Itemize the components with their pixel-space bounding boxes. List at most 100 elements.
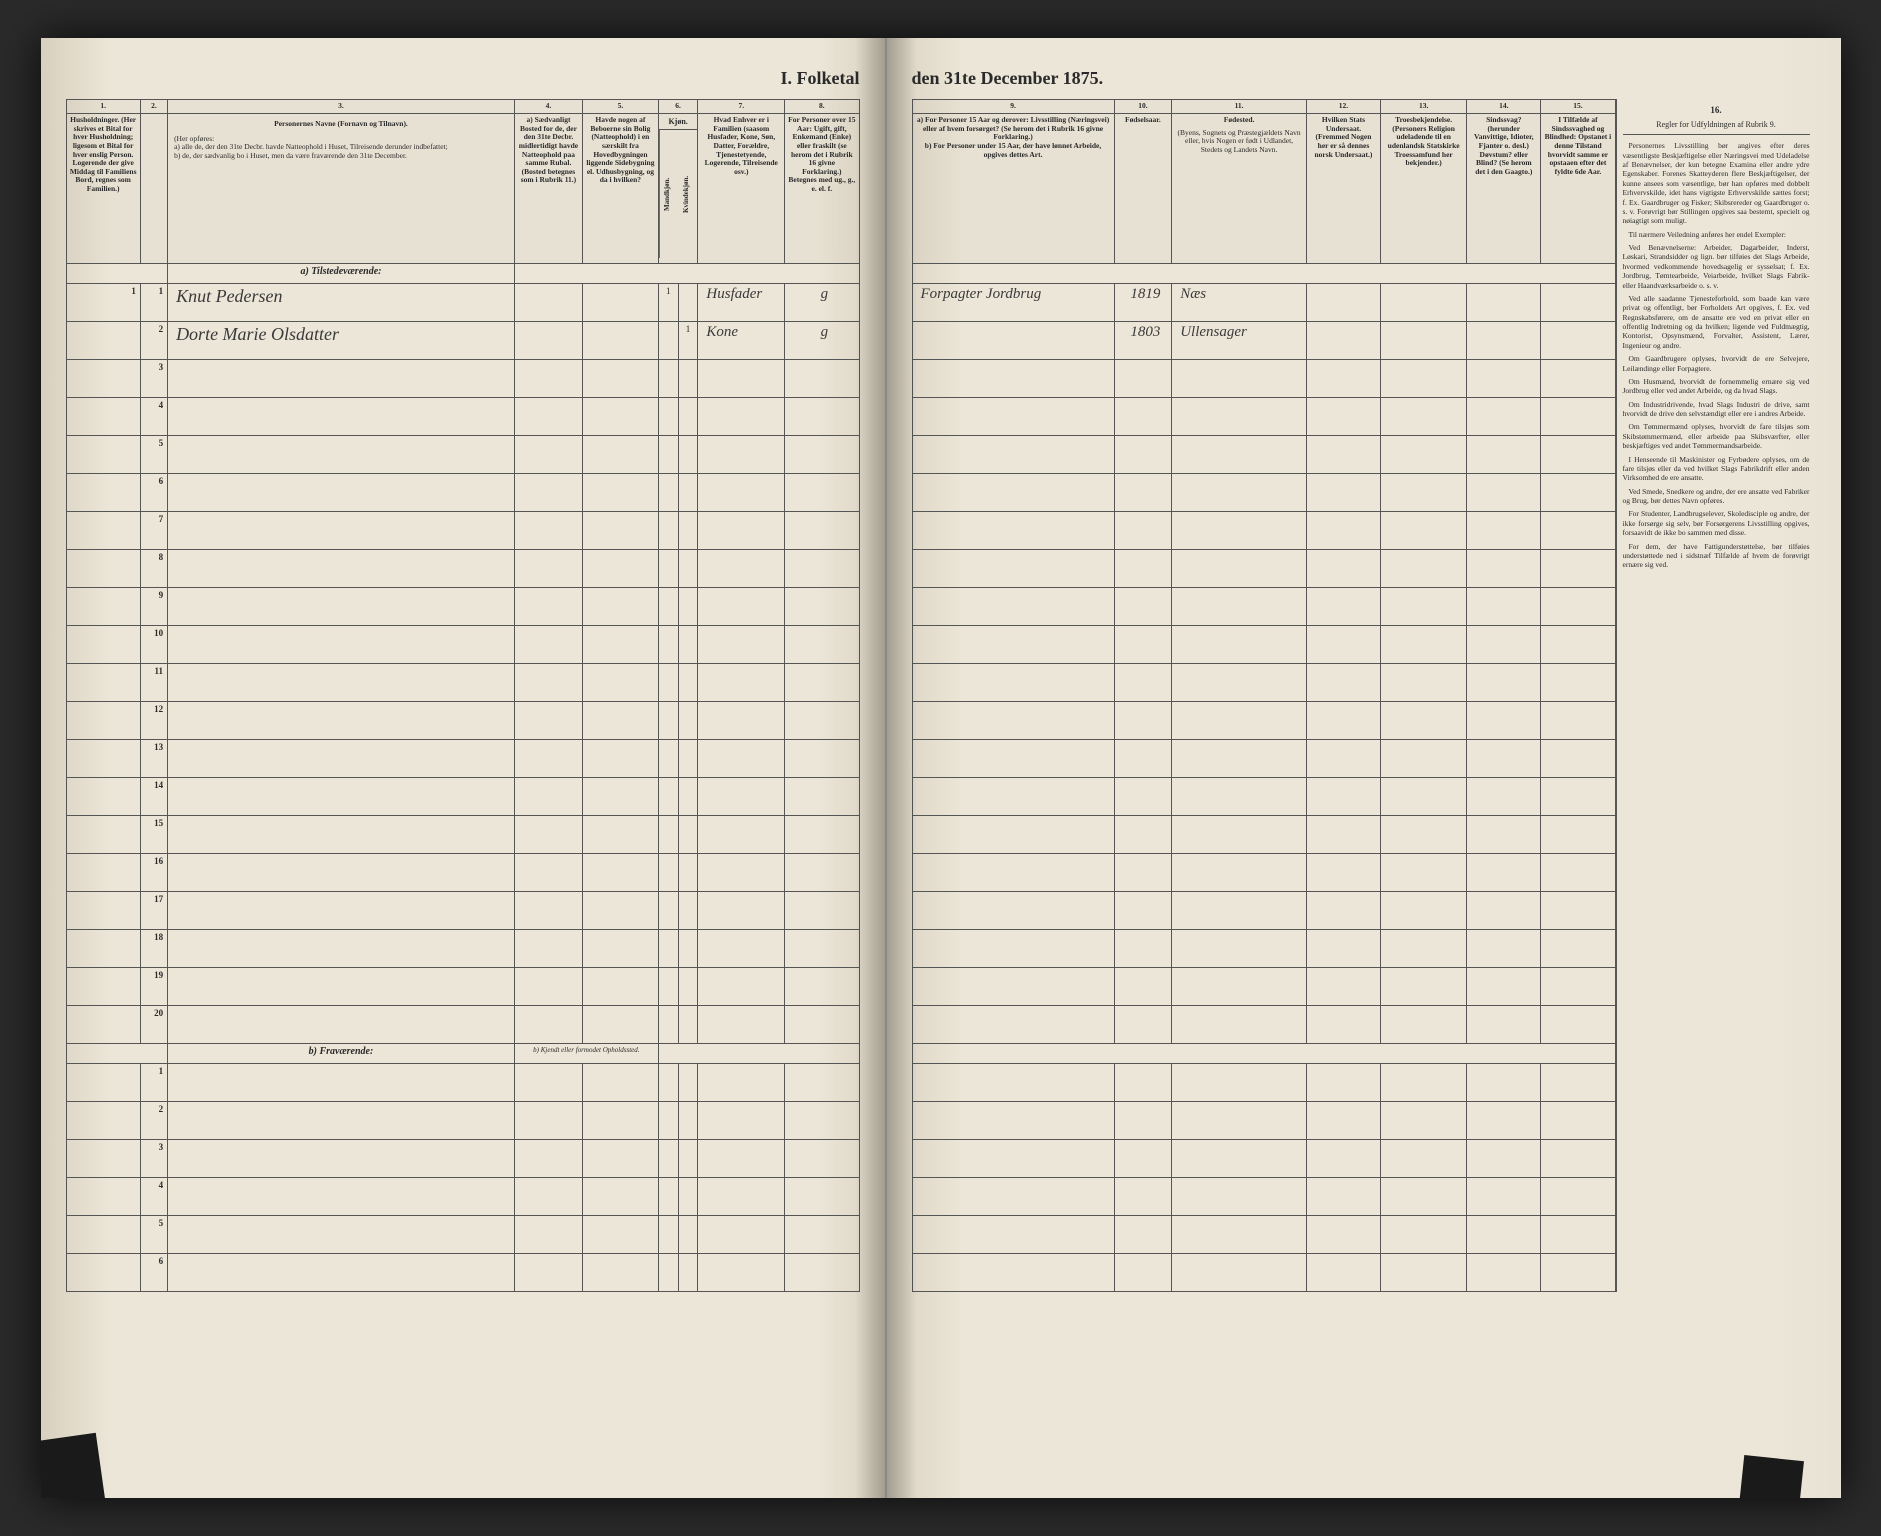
cell-c5 [583, 284, 659, 322]
cell-aar [1114, 398, 1172, 436]
table-row: 4 [66, 398, 859, 436]
cell-name [168, 816, 515, 854]
cell-name: Dorte Marie Olsdatter [168, 322, 515, 360]
cell-name [168, 1006, 515, 1044]
cell-kj-k [678, 474, 698, 512]
row-num: 6 [140, 474, 167, 512]
cell-sted [1172, 930, 1307, 968]
cell-kj-m [658, 512, 678, 550]
cell-aar [1114, 436, 1172, 474]
table-row [912, 816, 1615, 854]
cell-stilling [912, 664, 1114, 702]
cell-fam [698, 436, 785, 474]
row-num: 2 [140, 322, 167, 360]
row-hh [66, 512, 140, 550]
cell-kj-k [678, 930, 698, 968]
hdr-11-sub: (Byens, Sognets og Præstegjældets Navn e… [1175, 129, 1303, 155]
table-row: 8 [66, 550, 859, 588]
cell-aar: 1819 [1114, 284, 1172, 322]
cell-sted [1172, 512, 1307, 550]
cell-civ [785, 398, 859, 436]
cell-c5 [583, 892, 659, 930]
cell-c4 [514, 968, 582, 1006]
cell-fam [698, 398, 785, 436]
cell-sted [1172, 550, 1307, 588]
cell-stilling [912, 930, 1114, 968]
table-row: 1 [66, 1064, 859, 1102]
inst-p12: For dem, der have Fattigunderstøttelse, … [1623, 542, 1810, 570]
right-page: den 31te December 1875. 9. 10. 11. 12. 1… [887, 38, 1841, 1498]
cell-c4 [514, 474, 582, 512]
row-num: 10 [140, 626, 167, 664]
cell-c5 [583, 1006, 659, 1044]
cell-stilling [912, 360, 1114, 398]
cell-sted [1172, 588, 1307, 626]
cell-fam [698, 664, 785, 702]
cell-kj-k [678, 398, 698, 436]
cell-stilling [912, 398, 1114, 436]
row-hh [66, 360, 140, 398]
hdr-7: Hvad Enhver er i Familien (saasom Husfad… [698, 114, 785, 264]
table-row: 7 [66, 512, 859, 550]
cell-kj-k [678, 436, 698, 474]
cell-sted [1172, 474, 1307, 512]
cell-civ [785, 474, 859, 512]
cell-civ [785, 968, 859, 1006]
cell-aar [1114, 474, 1172, 512]
hdr-11-title: Fødested. [1175, 116, 1303, 125]
cell-c4 [514, 778, 582, 816]
row-hh [66, 474, 140, 512]
row-num: 19 [140, 968, 167, 1006]
cell-name [168, 436, 515, 474]
col-3: 3. [168, 100, 515, 114]
hdr-12: Hvilken Stats Undersaat. (Fremmed Nogen … [1306, 114, 1380, 264]
row-num: 6 [140, 1254, 167, 1292]
cell-sted [1172, 360, 1307, 398]
cell-fam [698, 588, 785, 626]
cell-kj-k [678, 702, 698, 740]
cell-c5 [583, 512, 659, 550]
table-row: 9 [66, 588, 859, 626]
cell-name [168, 550, 515, 588]
cell-aar [1114, 1006, 1172, 1044]
row-hh [66, 816, 140, 854]
cell-c5 [583, 816, 659, 854]
cell-kj-m [658, 664, 678, 702]
cell-c4 [514, 360, 582, 398]
table-row: 11Knut Pedersen1Husfaderg [66, 284, 859, 322]
col-10: 10. [1114, 100, 1172, 114]
cell-c5 [583, 626, 659, 664]
cell-c4 [514, 892, 582, 930]
table-row [912, 626, 1615, 664]
table-row [912, 398, 1615, 436]
hdr-14: Sindssvag? (herunder Vanvittige, Idioter… [1467, 114, 1541, 264]
cell-c5 [583, 930, 659, 968]
section-a: a) Tilstedeværende: [168, 264, 515, 284]
cell-stilling [912, 854, 1114, 892]
table-row [912, 892, 1615, 930]
cell-civ [785, 550, 859, 588]
row-hh: 1 [66, 284, 140, 322]
row-num: 12 [140, 702, 167, 740]
cell-kj-m [658, 626, 678, 664]
cell-aar [1114, 360, 1172, 398]
section-b4: b) Kjendt eller formodet Opholdssted. [514, 1044, 658, 1064]
cell-stilling [912, 322, 1114, 360]
table-row: 19 [66, 968, 859, 1006]
cell-stilling [912, 1006, 1114, 1044]
row-num: 9 [140, 588, 167, 626]
cell-kj-k [678, 968, 698, 1006]
hdr-5: Havde nogen af Beboerne sin Bolig (Natte… [583, 114, 659, 264]
cell-name [168, 740, 515, 778]
inst-p8: Om Tømmermænd oplyses, hvorvidt de fare … [1623, 422, 1810, 450]
cell-sted [1172, 740, 1307, 778]
table-row: 2Dorte Marie Olsdatter1Koneg [66, 322, 859, 360]
cell-civ [785, 778, 859, 816]
cell-kj-m [658, 474, 678, 512]
cell-fam [698, 816, 785, 854]
row-num: 15 [140, 816, 167, 854]
table-row [912, 1178, 1615, 1216]
hdr-11: Fødested. (Byens, Sognets og Præstegjæld… [1172, 114, 1307, 264]
cell-kj-m [658, 550, 678, 588]
cell-kj-k [678, 664, 698, 702]
